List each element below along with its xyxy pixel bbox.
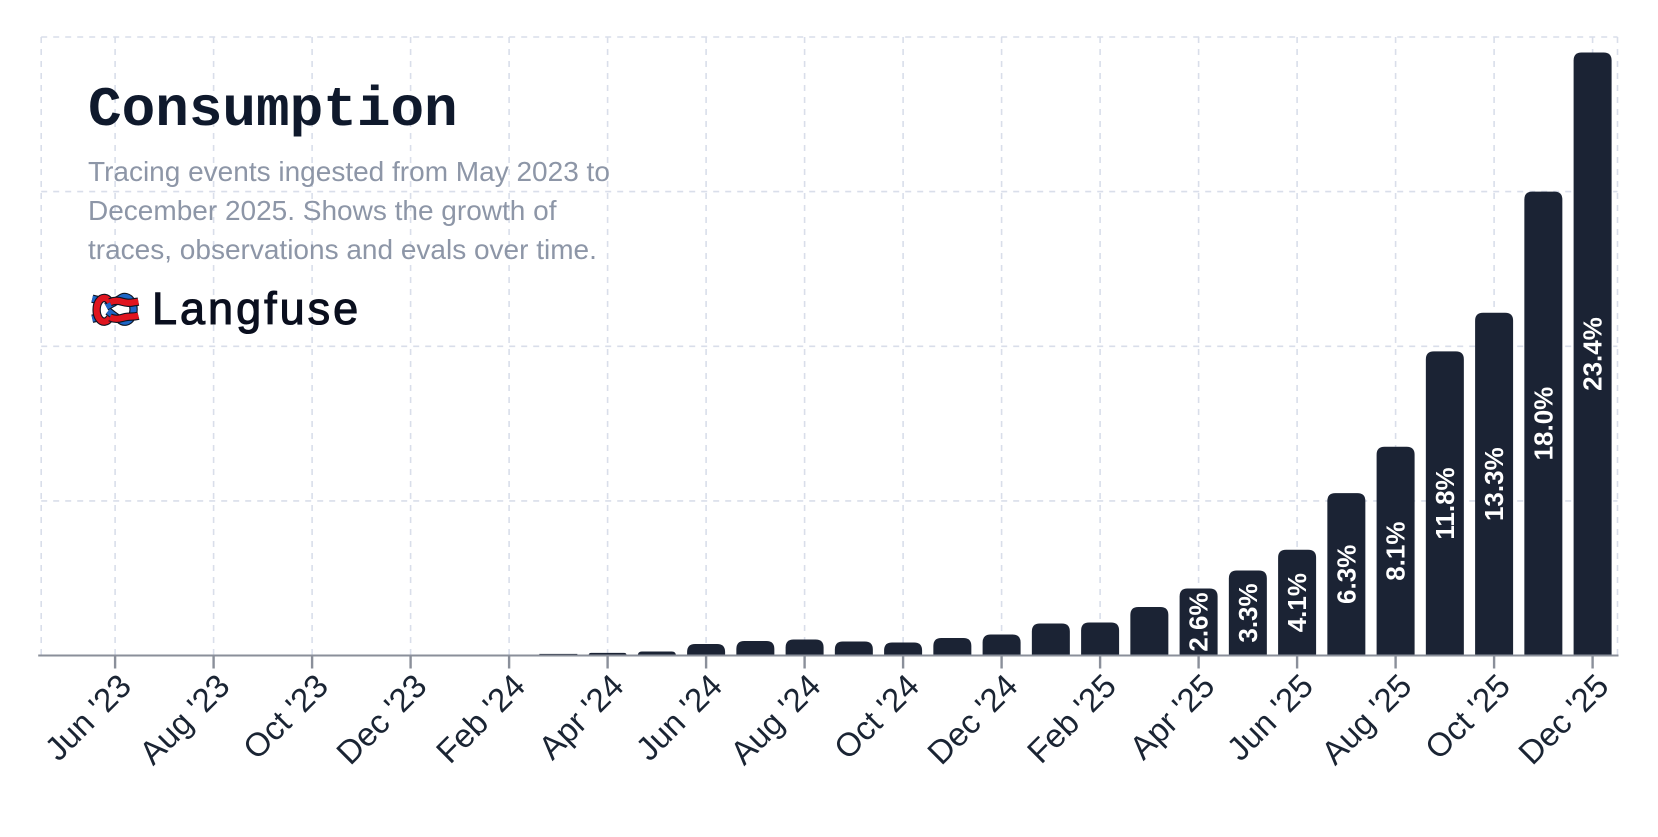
svg-text:traces, observations and evals: traces, observations and evals over time… xyxy=(88,234,597,265)
svg-text:11.8%: 11.8% xyxy=(1430,467,1460,539)
svg-text:2.6%: 2.6% xyxy=(1184,592,1214,651)
svg-text:18.0%: 18.0% xyxy=(1528,387,1558,461)
svg-text:December 2025. Shows the growt: December 2025. Shows the growth of xyxy=(88,195,557,226)
svg-text:4.1%: 4.1% xyxy=(1282,573,1312,632)
svg-text:13.3%: 13.3% xyxy=(1479,447,1509,521)
svg-text:Langfuse: Langfuse xyxy=(152,283,361,334)
svg-text:6.3%: 6.3% xyxy=(1331,545,1361,604)
svg-text:23.4%: 23.4% xyxy=(1578,317,1608,391)
svg-text:Consumption: Consumption xyxy=(88,78,458,142)
svg-text:8.1%: 8.1% xyxy=(1381,522,1411,581)
svg-text:3.3%: 3.3% xyxy=(1233,583,1263,642)
svg-text:Tracing events ingested from M: Tracing events ingested from May 2023 to xyxy=(88,156,610,187)
